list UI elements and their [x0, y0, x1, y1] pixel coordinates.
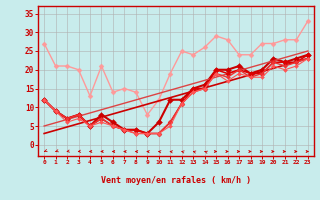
X-axis label: Vent moyen/en rafales ( km/h ): Vent moyen/en rafales ( km/h ) [101, 176, 251, 185]
